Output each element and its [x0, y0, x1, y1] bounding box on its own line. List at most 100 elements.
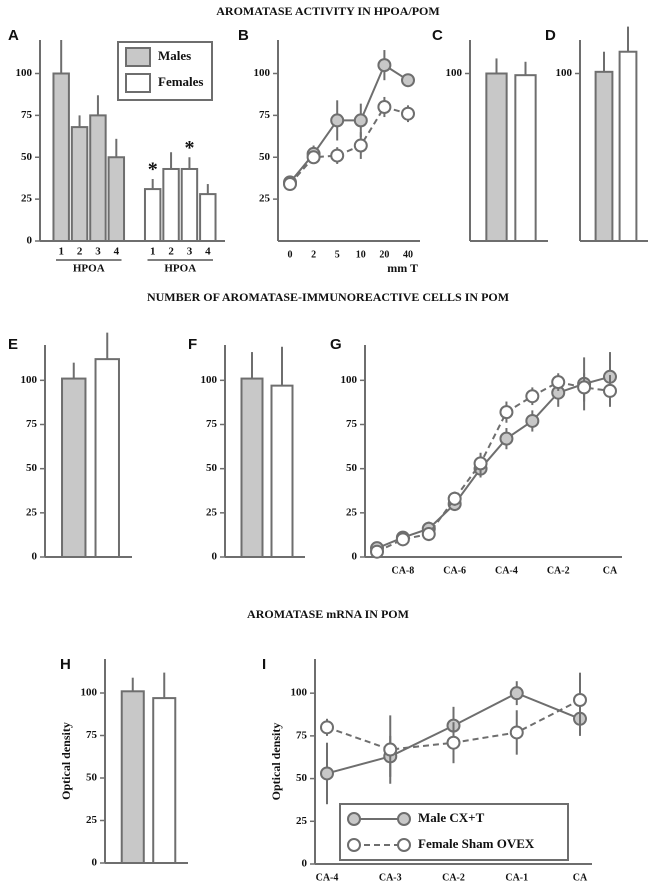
panel-label: G: [330, 336, 342, 353]
y-axis-label: Optical density: [59, 722, 73, 800]
y-tick-label: 75: [206, 418, 218, 430]
legend-label: Males: [158, 48, 191, 63]
x-tick-label: 10: [356, 249, 366, 260]
x-tick-label: CA-4: [316, 872, 339, 883]
legend-marker: [397, 812, 411, 826]
panel-label: B: [238, 27, 249, 44]
y-axis-label: Optical density: [269, 723, 283, 801]
y-tick-label: 0: [302, 858, 308, 870]
y-tick-label: 50: [26, 462, 38, 474]
point: [330, 113, 345, 128]
y-tick-label: 50: [259, 151, 271, 163]
y-tick-label: 50: [296, 772, 308, 784]
legend-label: Male CX+T: [418, 810, 485, 825]
legend-swatch: [125, 73, 151, 93]
point: [499, 405, 514, 420]
x-tick-label: 40: [403, 249, 413, 260]
x-tick-label: CA-6: [443, 565, 466, 576]
point: [421, 527, 436, 542]
point: [499, 431, 514, 446]
panel-label: E: [8, 336, 18, 353]
point: [509, 686, 524, 701]
x-tick-label: CA-2: [442, 872, 465, 883]
series-line: [289, 63, 409, 184]
y-tick-label: 50: [206, 462, 218, 474]
x-tick-label: CA-3: [379, 872, 402, 883]
panel-label: I: [262, 656, 266, 673]
y-tick-label: 0: [352, 551, 358, 563]
x-tick-label: 4: [114, 246, 120, 258]
bar: [162, 167, 180, 243]
bar: [594, 70, 614, 242]
bar: [94, 358, 120, 558]
y-tick-label: 25: [26, 506, 38, 518]
legend-swatch: [125, 47, 151, 67]
point: [446, 735, 461, 750]
y-tick-label: 100: [21, 374, 38, 386]
y-tick-label: 25: [206, 506, 218, 518]
legend-marker: [347, 812, 361, 826]
bar: [107, 156, 126, 242]
point: [370, 544, 384, 559]
series-line: [376, 381, 611, 553]
bar: [61, 377, 87, 559]
y-tick-label: 0: [32, 551, 38, 563]
x-tick-label: 4: [205, 246, 211, 258]
x-tick-label: 0: [288, 249, 293, 260]
point: [525, 389, 540, 404]
y-tick-label: 25: [86, 814, 98, 826]
bar: [152, 697, 177, 864]
point: [377, 100, 392, 114]
point: [603, 383, 617, 398]
legend-box: [339, 803, 569, 861]
point: [320, 720, 334, 735]
y-tick-label: 75: [346, 418, 358, 430]
bar: [180, 167, 199, 243]
y-tick-label: 100: [201, 374, 218, 386]
point: [330, 148, 345, 163]
bar: [70, 126, 89, 242]
y-tick-label: 25: [296, 815, 308, 827]
y-tick-label: 25: [259, 193, 271, 205]
point: [353, 113, 368, 128]
y-tick-label: 100: [16, 67, 33, 79]
x-tick-label: CA-2: [547, 565, 570, 576]
point: [306, 150, 321, 165]
bar: [514, 74, 537, 242]
bar: [240, 377, 264, 559]
y-tick-label: 75: [86, 729, 98, 741]
section-heading: AROMATASE mRNA IN POM: [247, 607, 409, 621]
panel-label: F: [188, 336, 197, 353]
y-tick-label: 100: [556, 67, 573, 79]
y-tick-label: 0: [212, 551, 218, 563]
x-axis-label: mm T: [387, 261, 418, 275]
y-tick-label: 75: [26, 418, 38, 430]
bar: [485, 72, 508, 242]
series-line: [376, 375, 611, 550]
panel-label: D: [545, 27, 556, 44]
point: [401, 73, 415, 88]
point: [401, 106, 415, 121]
point: [383, 742, 398, 757]
bar: [120, 690, 145, 864]
point: [320, 766, 334, 781]
y-tick-label: 50: [21, 151, 33, 163]
y-tick-label: 0: [92, 857, 98, 869]
point: [395, 532, 410, 547]
bar: [199, 193, 217, 243]
x-tick-label: 5: [335, 249, 340, 260]
point: [577, 380, 592, 395]
point: [447, 491, 462, 506]
y-tick-label: 75: [296, 729, 308, 741]
x-tick-label: CA: [573, 872, 588, 883]
y-tick-label: 100: [341, 374, 358, 386]
x-tick-label: CA: [603, 565, 618, 576]
panel-label: C: [432, 27, 443, 44]
x-tick-label: 3: [187, 246, 193, 258]
section-heading: NUMBER OF AROMATASE-IMMUNOREACTIVE CELLS…: [147, 290, 509, 304]
annotation: *: [148, 159, 158, 181]
x-tick-label: CA-4: [495, 565, 518, 576]
bar: [270, 384, 294, 558]
point: [283, 177, 297, 192]
